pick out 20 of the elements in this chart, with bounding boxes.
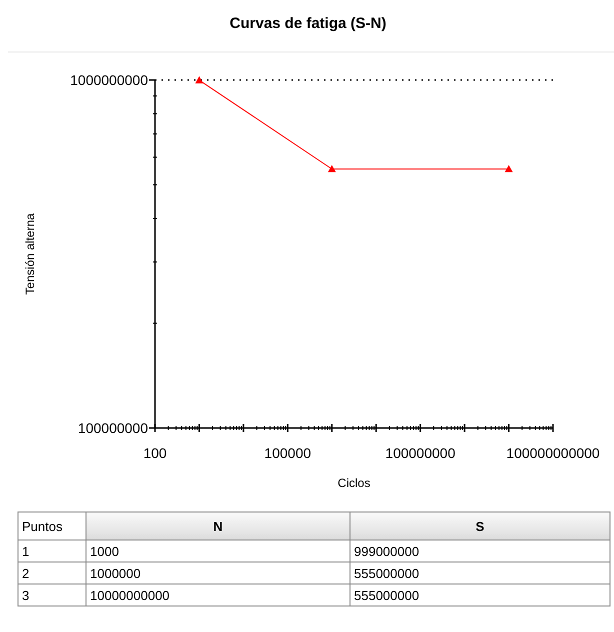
text: 10000000000 bbox=[90, 588, 170, 603]
x-tick-label: 100 bbox=[143, 445, 167, 461]
y-tick-label: 1000000000 bbox=[70, 72, 148, 88]
text: 555000000 bbox=[354, 566, 420, 581]
text: 555000000 bbox=[354, 588, 420, 603]
text: S bbox=[476, 519, 485, 534]
text: 1000000 bbox=[90, 566, 141, 581]
text: 999000000 bbox=[354, 544, 420, 559]
text: 2 bbox=[22, 566, 30, 581]
y-axis-title: Tensión alterna bbox=[23, 212, 37, 295]
text: Puntos bbox=[22, 519, 63, 534]
chart-title: Curvas de fatiga (S-N) bbox=[230, 15, 386, 32]
x-tick-label: 100000 bbox=[264, 445, 312, 461]
text: 1 bbox=[22, 544, 30, 559]
x-tick-label: 100000000000 bbox=[506, 445, 600, 461]
text: 3 bbox=[22, 588, 30, 603]
x-axis-title: Ciclos bbox=[338, 476, 370, 490]
x-tick-label: 100000000 bbox=[385, 445, 456, 461]
text: N bbox=[213, 519, 223, 534]
text: 1000 bbox=[90, 544, 119, 559]
